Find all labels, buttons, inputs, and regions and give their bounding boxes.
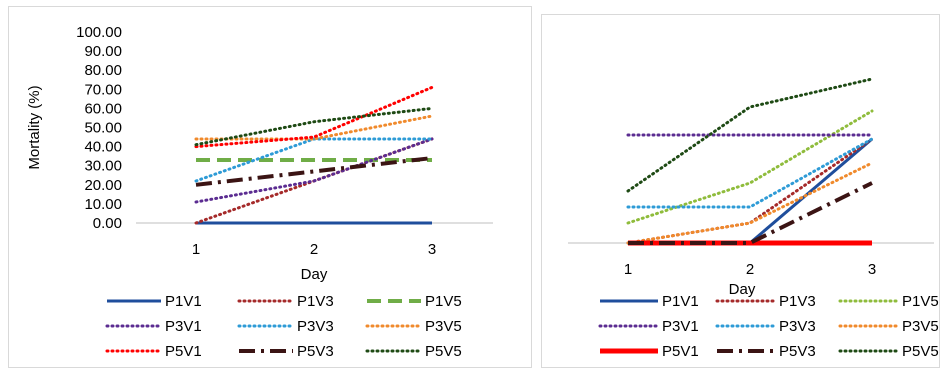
- legend-label-p3v5: P3V5: [902, 318, 939, 335]
- series-line-p5v5: [194, 106, 434, 147]
- y-axis-label: Mortality (%): [26, 85, 43, 169]
- y-tick-label: 40.00: [84, 139, 122, 156]
- chart-left-svg: 0.00 10.00 20.00 30.00 40.00 50.00 60.00 70.00 8…: [26, 24, 493, 360]
- series-line-p3v5: [194, 114, 434, 141]
- series-line-p3v5: [626, 161, 874, 245]
- legend-label-p3v5: P3V5: [425, 318, 462, 335]
- x-axis-label: Day: [729, 281, 756, 298]
- series-line-p3v1: [194, 137, 434, 204]
- y-tick-label: 80.00: [84, 62, 122, 79]
- x-tick-label: 1: [192, 241, 200, 258]
- y-tick-label: 50.00: [84, 120, 122, 137]
- x-tick-label: 1: [624, 261, 632, 278]
- chart-right-svg: 1 2 3 Day P1V1 P1V3 P1V5 P3V1 P3V3 P3V5 P5V1 P5V3 P5…: [568, 77, 939, 360]
- x-tick-label: 2: [310, 241, 318, 258]
- x-tick-label: 3: [428, 241, 436, 258]
- legend-label-p1v5: P1V5: [902, 293, 939, 310]
- legend-label-p5v5: P5V5: [902, 343, 939, 360]
- series-line-p3v3: [194, 137, 434, 183]
- x-axis-label: Day: [301, 266, 328, 283]
- legend-label-p1v1: P1V1: [662, 293, 699, 310]
- series-line-p5v3: [628, 181, 873, 245]
- series-line-p5v3: [195, 156, 433, 187]
- legend-label-p5v1: P5V1: [165, 343, 202, 360]
- legend-label-p3v3: P3V3: [779, 318, 816, 335]
- y-tick-label: 20.00: [84, 177, 122, 194]
- legend-label-p5v5: P5V5: [425, 343, 462, 360]
- series-line-p5v1: [194, 85, 434, 149]
- series-line-p1v3: [626, 137, 874, 245]
- chart-panel-left: 0.00 10.00 20.00 30.00 40.00 50.00 60.00 70.00 8…: [8, 6, 532, 368]
- series-line-p3v3: [626, 137, 874, 209]
- x-tick-label: 3: [868, 261, 876, 278]
- y-tick-label: 30.00: [84, 158, 122, 175]
- legend-label-p1v1: P1V1: [165, 293, 202, 310]
- legend-label-p1v3: P1V3: [779, 293, 816, 310]
- legend-label-p5v3: P5V3: [297, 343, 334, 360]
- y-tick-label: 10.00: [84, 196, 122, 213]
- legend-label-p1v3: P1V3: [297, 293, 334, 310]
- y-tick-label: 90.00: [84, 43, 122, 60]
- legend-label-p3v1: P3V1: [662, 318, 699, 335]
- y-tick-label: 70.00: [84, 81, 122, 98]
- legend-label-p1v5: P1V5: [425, 293, 462, 310]
- x-tick-label: 2: [746, 261, 754, 278]
- legend-label-p5v3: P5V3: [779, 343, 816, 360]
- series-line-p5v5: [626, 77, 874, 193]
- series-line-p1v1: [628, 137, 873, 245]
- legend-label-p3v3: P3V3: [297, 318, 334, 335]
- y-tick-label: 100.00: [76, 24, 122, 41]
- legend-label-p3v1: P3V1: [165, 318, 202, 335]
- y-tick-label: 60.00: [84, 100, 122, 117]
- y-tick-label: 0.00: [93, 215, 122, 232]
- chart-panel-right: 1 2 3 Day P1V1 P1V3 P1V5 P3V1 P3V3 P3V5 P5V1 P5V3 P5…: [541, 14, 940, 368]
- legend-label-p5v1: P5V1: [662, 343, 699, 360]
